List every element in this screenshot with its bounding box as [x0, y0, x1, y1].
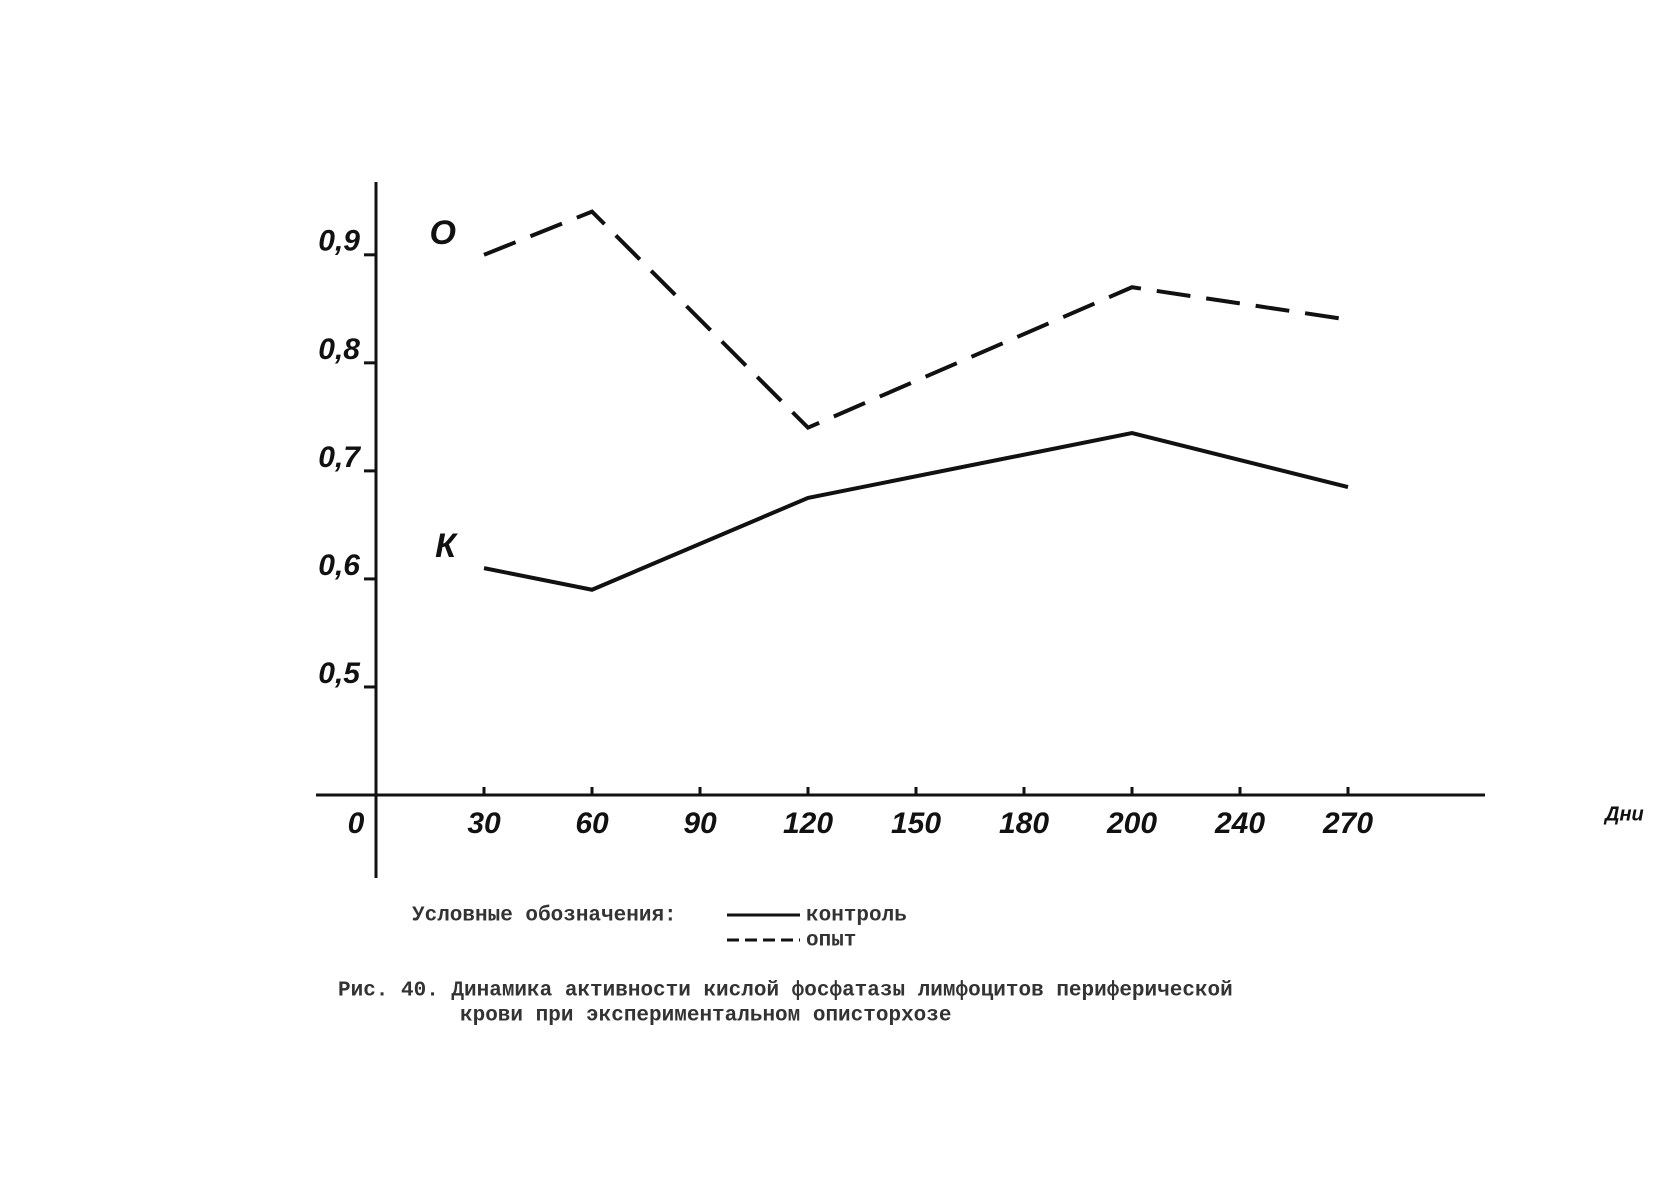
y-tick-label: 0,9 [318, 225, 360, 258]
x-tick-label: 270 [1322, 807, 1373, 840]
x-tick-label: 240 [1214, 807, 1265, 840]
x-tick-label: 180 [999, 807, 1049, 840]
legend-title: Условные обозначения: [412, 905, 677, 928]
x-tick-label: 120 [783, 807, 833, 840]
y-tick-label: 0,6 [318, 549, 360, 582]
legend-label: контроль [806, 905, 907, 928]
caption: крови при экспериментальном описторхозе [460, 1005, 951, 1028]
x-tick-label: 0 [348, 807, 365, 840]
caption: Рис. 40. Динамика активности кислой фосф… [338, 980, 1233, 1003]
x-tick-label: 30 [467, 807, 501, 840]
legend-label: опыт [806, 930, 856, 953]
series-line [483, 431, 1349, 592]
y-tick-label: 0,7 [318, 441, 361, 474]
series-label: К [435, 527, 458, 565]
x-tick-label: 150 [891, 807, 941, 840]
series-line [483, 209, 1349, 431]
x-tick-label: 90 [683, 807, 717, 840]
y-tick-label: 0,5 [318, 657, 361, 690]
series-label: О [430, 214, 456, 252]
y-tick-label: 0,8 [318, 333, 360, 366]
x-axis-label: Дни [1603, 803, 1644, 825]
x-tick-label: 60 [575, 807, 609, 840]
x-tick-label: 200 [1106, 807, 1157, 840]
